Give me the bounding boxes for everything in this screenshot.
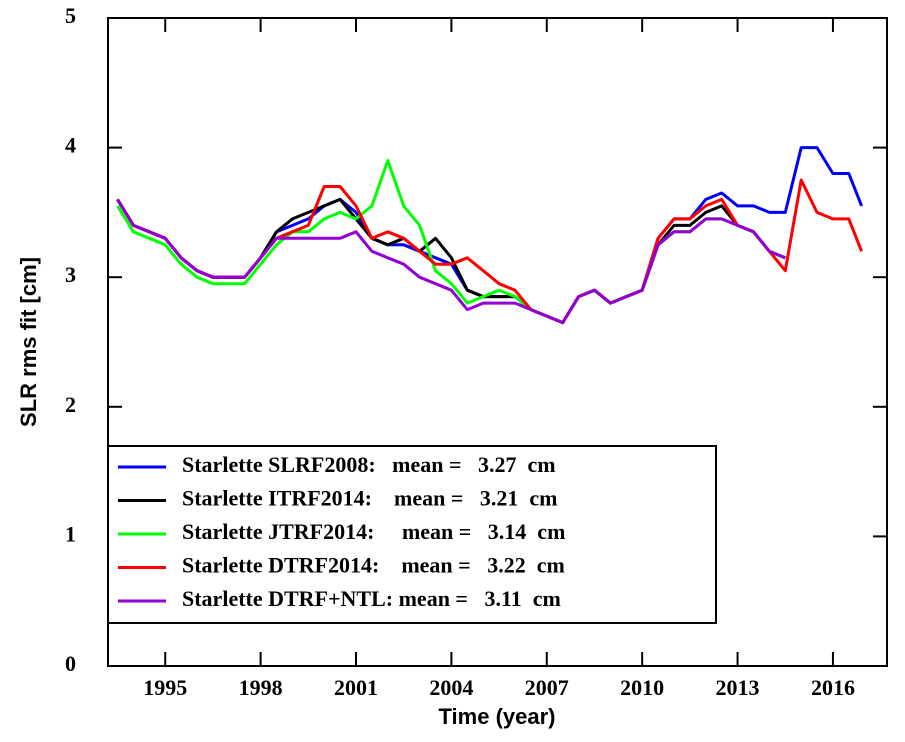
series-line — [116, 198, 786, 325]
y-tick-label: 1 — [65, 521, 76, 546]
legend-label: Starlette JTRF2014: mean = 3.14 cm — [182, 519, 565, 544]
x-tick-label: 2016 — [811, 675, 855, 700]
legend-label: Starlette ITRF2014: mean = 3.21 cm — [182, 486, 557, 511]
y-axis-label: SLR rms fit [cm] — [16, 257, 41, 427]
y-tick-label: 2 — [65, 392, 76, 417]
x-tick-label: 2007 — [525, 675, 569, 700]
plot-frame — [107, 17, 888, 667]
x-axis-label: Time (year) — [439, 704, 556, 729]
y-tick-label: 4 — [65, 133, 76, 158]
y-tick-label: 5 — [65, 3, 76, 28]
x-tick-label: 1998 — [239, 675, 283, 700]
x-tick-label: 2010 — [620, 675, 664, 700]
x-tick-label: 2004 — [429, 675, 473, 700]
legend-label: Starlette DTRF2014: mean = 3.22 cm — [182, 553, 565, 578]
y-tick-label: 3 — [65, 262, 76, 287]
x-tick-label: 2013 — [716, 675, 760, 700]
legend-label: Starlette DTRF+NTL: mean = 3.11 cm — [182, 586, 561, 611]
series-line — [116, 159, 786, 325]
x-tick-label: 2001 — [334, 675, 378, 700]
legend-box — [107, 445, 717, 624]
x-tick-label: 1995 — [143, 675, 187, 700]
series-line — [116, 178, 863, 325]
legend-label: Starlette SLRF2008: mean = 3.27 cm — [182, 452, 556, 477]
y-tick-label: 0 — [65, 651, 76, 676]
